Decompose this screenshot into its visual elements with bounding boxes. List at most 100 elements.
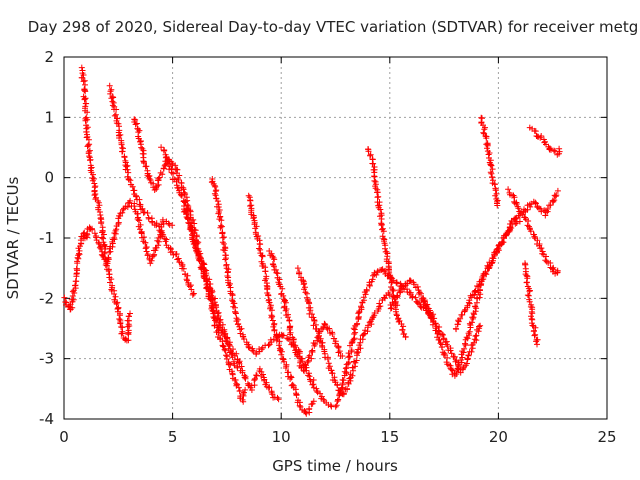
data-point [79, 74, 86, 81]
data-point [516, 218, 523, 225]
data-point [341, 368, 348, 375]
data-point [89, 177, 96, 184]
data-point [120, 206, 127, 213]
data-point [489, 255, 496, 261]
data-point [245, 343, 252, 350]
data-point [335, 349, 342, 356]
data-point [435, 336, 442, 343]
data-point [418, 290, 424, 297]
data-point [83, 230, 90, 237]
data-point [347, 371, 354, 378]
data-point [312, 341, 319, 348]
data-point [214, 315, 221, 322]
data-point [200, 274, 207, 281]
data-point [417, 303, 424, 310]
data-point [93, 233, 100, 239]
data-point [217, 213, 224, 220]
data-point [465, 352, 472, 359]
data-point [98, 220, 105, 227]
data-point [215, 209, 222, 215]
data-point [368, 321, 375, 328]
data-point [421, 298, 428, 305]
data-point [107, 279, 113, 286]
data-point [221, 234, 227, 241]
data-point [233, 350, 240, 357]
series-t19 [522, 260, 541, 348]
data-point [280, 332, 287, 339]
data-point [74, 265, 80, 272]
data-point [468, 348, 475, 355]
data-point [476, 294, 483, 301]
data-point [459, 311, 466, 318]
data-point [533, 338, 540, 345]
data-point [433, 327, 440, 334]
y-tick-label: 1 [44, 108, 54, 126]
data-point [146, 175, 153, 182]
series-t11 [332, 266, 437, 410]
data-point [113, 300, 120, 307]
data-point [138, 229, 145, 236]
data-point [353, 357, 360, 364]
data-point [268, 314, 275, 321]
data-point [367, 152, 373, 159]
data-point [339, 353, 346, 359]
data-point [548, 146, 554, 153]
data-point [396, 317, 403, 324]
data-point [388, 305, 395, 311]
data-point [221, 346, 228, 353]
data-point [86, 153, 93, 160]
x-tick-label: 5 [168, 428, 178, 446]
data-point [147, 177, 154, 183]
data-point [440, 331, 446, 338]
data-point [553, 192, 560, 199]
data-point [400, 323, 407, 330]
data-point [119, 148, 125, 155]
data-point [477, 322, 484, 329]
data-point [376, 300, 383, 307]
data-point [539, 248, 546, 255]
data-point [538, 245, 545, 252]
data-point [390, 287, 397, 294]
data-point [125, 169, 132, 176]
data-point [273, 337, 280, 344]
data-point [488, 162, 495, 169]
data-point [459, 354, 466, 361]
data-point [251, 376, 258, 382]
y-tick-label: -1 [39, 229, 54, 247]
data-point [91, 230, 98, 237]
data-point [143, 248, 150, 255]
data-point [268, 307, 275, 314]
data-point [169, 248, 176, 255]
data-point [505, 186, 512, 193]
series-t2 [78, 64, 133, 344]
data-point [429, 315, 436, 322]
series-t18 [526, 124, 563, 158]
data-point [354, 320, 361, 327]
data-point [471, 288, 478, 295]
data-point [140, 158, 147, 165]
data-point [466, 328, 473, 335]
data-point [296, 270, 303, 277]
data-point [309, 400, 316, 407]
data-point [472, 333, 479, 340]
data-point [121, 154, 128, 161]
data-point [261, 376, 268, 383]
data-point [399, 326, 406, 333]
y-axis-label: SDTVAR / TECUs [4, 176, 22, 299]
data-point [534, 341, 540, 348]
data-point [216, 319, 223, 325]
data-point [267, 302, 274, 309]
data-point [185, 216, 192, 223]
data-point [382, 245, 388, 252]
data-point [348, 347, 355, 354]
data-point [257, 241, 264, 248]
data-point [306, 352, 313, 359]
data-point [184, 215, 191, 222]
data-point [83, 129, 90, 135]
data-point [461, 308, 468, 314]
data-point [489, 174, 496, 180]
series-t16 [478, 114, 501, 209]
data-point [253, 349, 260, 356]
data-point [227, 361, 234, 368]
data-point [72, 278, 79, 285]
